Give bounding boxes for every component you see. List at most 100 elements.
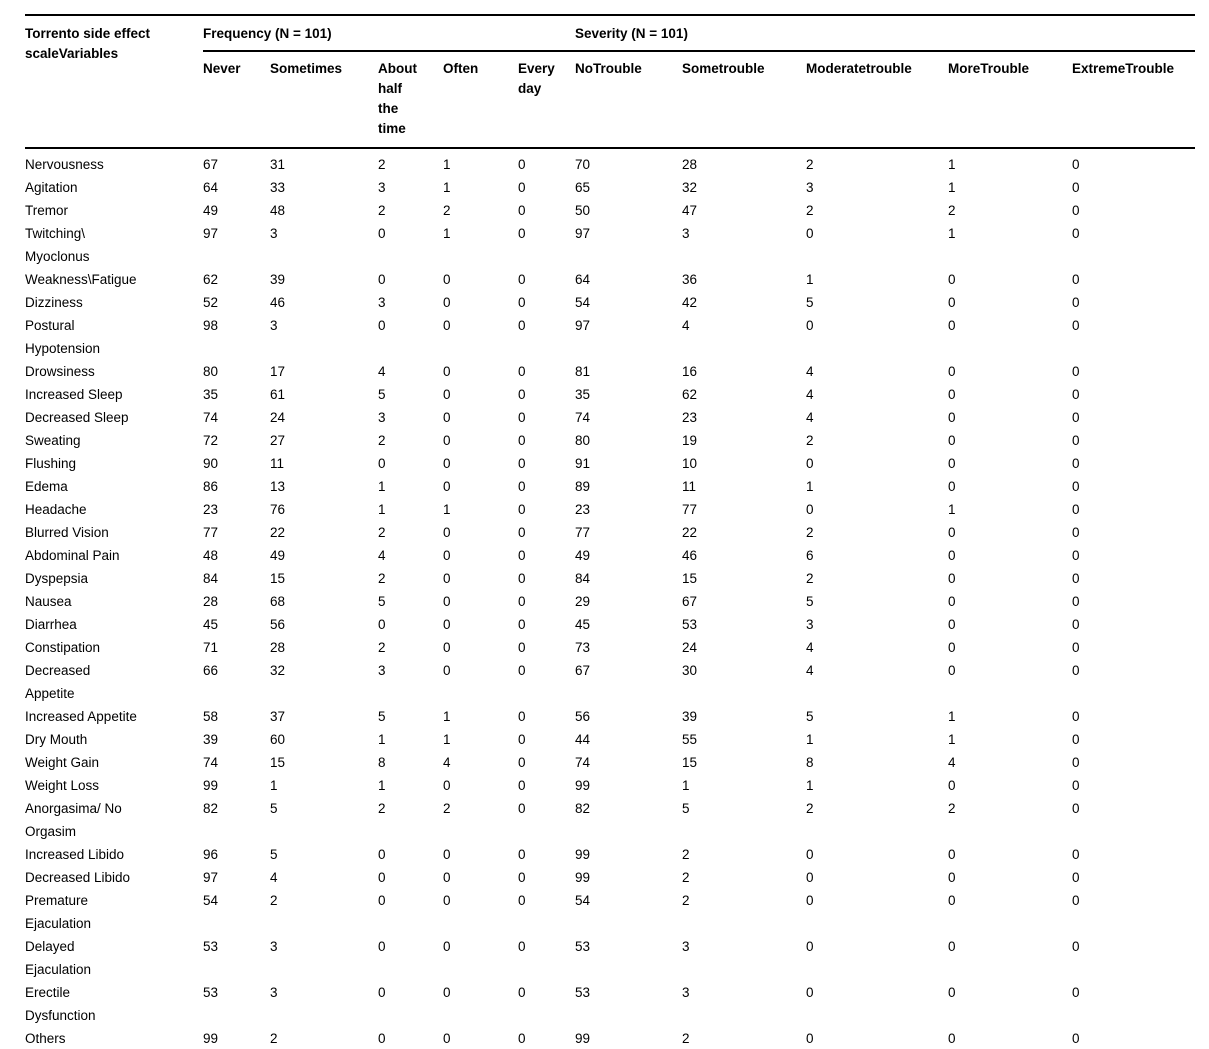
frequency-cell: 0 xyxy=(443,410,451,425)
frequency-cell: 0 xyxy=(518,548,526,563)
severity-cell: 1 xyxy=(948,502,956,517)
column-header-some-trouble: Sometrouble xyxy=(682,51,806,149)
frequency-cell: 0 xyxy=(518,226,526,241)
table-row: Constipation 71 28 2 0 0 73 24 4 0 0 xyxy=(25,636,1195,659)
frequency-cell: 0 xyxy=(518,180,526,195)
severity-cell: 77 xyxy=(682,502,698,517)
row-label: Weight Gain xyxy=(25,755,100,770)
table-row: Decreased Sleep 74 24 3 0 0 74 23 4 0 0 xyxy=(25,406,1195,429)
severity-cell: 47 xyxy=(682,203,698,218)
severity-cell: 0 xyxy=(1072,985,1080,1000)
frequency-cell: 0 xyxy=(518,364,526,379)
severity-cell: 0 xyxy=(1072,548,1080,563)
frequency-cell: 0 xyxy=(443,939,451,954)
frequency-cell: 0 xyxy=(443,778,451,793)
severity-cell: 0 xyxy=(1072,525,1080,540)
frequency-cell: 0 xyxy=(518,433,526,448)
table-body: Nervousness 67 31 2 1 0 70 28 2 1 0 Agitation 64 33 3 1… xyxy=(25,148,1195,1049)
frequency-cell: 3 xyxy=(270,318,278,333)
row-label: Flushing xyxy=(25,456,77,471)
table-header: Torrento side effect scaleVariables Freq… xyxy=(25,15,1196,149)
frequency-cell: 2 xyxy=(378,157,386,172)
frequency-cell: 0 xyxy=(518,387,526,402)
frequency-cell: 0 xyxy=(443,548,451,563)
frequency-cell: 0 xyxy=(443,1031,451,1046)
column-header-no-trouble: NoTrouble xyxy=(575,51,682,149)
frequency-cell: 3 xyxy=(270,985,278,1000)
severity-cell: 4 xyxy=(682,318,690,333)
frequency-cell: 39 xyxy=(203,732,219,747)
severity-cell: 0 xyxy=(806,1031,814,1046)
row-label: Agitation xyxy=(25,180,78,195)
frequency-cell: 0 xyxy=(443,479,451,494)
severity-cell: 54 xyxy=(575,295,591,310)
severity-cell: 0 xyxy=(948,847,956,862)
severity-cell: 0 xyxy=(948,410,956,425)
table-row: Weakness\Fatigue 62 39 0 0 0 64 36 1 0 0 xyxy=(25,268,1195,291)
row-label: Constipation xyxy=(25,640,101,655)
frequency-cell: 3 xyxy=(378,410,386,425)
frequency-cell: 53 xyxy=(203,939,219,954)
table-row: Diarrhea 45 56 0 0 0 45 53 3 0 0 xyxy=(25,613,1195,636)
frequency-cell: 1 xyxy=(443,226,451,241)
frequency-cell: 0 xyxy=(518,594,526,609)
severity-cell: 23 xyxy=(575,502,591,517)
frequency-cell: 1 xyxy=(443,732,451,747)
row-label: Tremor xyxy=(25,203,68,218)
severity-cell: 29 xyxy=(575,594,591,609)
frequency-cell: 5 xyxy=(270,801,278,816)
severity-cell: 0 xyxy=(1072,939,1080,954)
frequency-cell: 0 xyxy=(443,617,451,632)
frequency-cell: 0 xyxy=(378,456,386,471)
severity-cell: 2 xyxy=(682,1031,690,1046)
frequency-cell: 0 xyxy=(518,502,526,517)
frequency-cell: 4 xyxy=(378,364,386,379)
frequency-cell: 2 xyxy=(443,203,451,218)
group-header-row: Torrento side effect scaleVariables Freq… xyxy=(25,15,1196,149)
frequency-cell: 60 xyxy=(270,732,286,747)
severity-cell: 0 xyxy=(1072,226,1080,241)
severity-cell: 82 xyxy=(575,801,591,816)
frequency-cell: 0 xyxy=(443,847,451,862)
severity-cell: 0 xyxy=(948,939,956,954)
frequency-cell: 0 xyxy=(443,985,451,1000)
severity-cell: 2 xyxy=(806,525,814,540)
frequency-cell: 80 xyxy=(203,364,219,379)
severity-cell: 0 xyxy=(1072,801,1080,816)
frequency-cell: 0 xyxy=(518,939,526,954)
severity-cell: 3 xyxy=(682,939,690,954)
table-row: Increased Libido 96 5 0 0 0 99 2 0 0 0 xyxy=(25,843,1195,866)
frequency-cell: 76 xyxy=(270,502,286,517)
row-label: Increased Libido xyxy=(25,847,125,862)
severity-cell: 3 xyxy=(806,617,814,632)
frequency-cell: 27 xyxy=(270,433,286,448)
frequency-cell: 54 xyxy=(203,893,219,908)
severity-cell: 54 xyxy=(575,893,591,908)
frequency-cell: 0 xyxy=(378,985,386,1000)
frequency-cell: 28 xyxy=(203,594,219,609)
frequency-cell: 67 xyxy=(203,157,219,172)
frequency-cell: 1 xyxy=(378,502,386,517)
severity-cell: 97 xyxy=(575,226,591,241)
column-header-often: Often xyxy=(443,51,518,149)
frequency-cell: 98 xyxy=(203,318,219,333)
table-row: Premature Ejaculation 54 2 0 0 0 54 2 0 0 0 xyxy=(25,889,1195,935)
severity-cell: 15 xyxy=(682,571,698,586)
frequency-cell: 39 xyxy=(270,272,286,287)
row-label: Diarrhea xyxy=(25,617,77,632)
frequency-cell: 4 xyxy=(443,755,451,770)
table-row: Others 99 2 0 0 0 99 2 0 0 0 xyxy=(25,1027,1195,1049)
severity-cell: 0 xyxy=(1072,594,1080,609)
severity-cell: 1 xyxy=(806,778,814,793)
row-label: Weight Loss xyxy=(25,778,100,793)
frequency-cell: 0 xyxy=(443,594,451,609)
severity-cell: 0 xyxy=(1072,870,1080,885)
row-label: Abdominal Pain xyxy=(25,548,120,563)
row-label: Sweating xyxy=(25,433,81,448)
severity-cell: 50 xyxy=(575,203,591,218)
severity-cell: 0 xyxy=(1072,571,1080,586)
severity-cell: 0 xyxy=(948,617,956,632)
severity-cell: 46 xyxy=(682,548,698,563)
severity-cell: 0 xyxy=(948,870,956,885)
side-effect-table: Torrento side effect scaleVariables Freq… xyxy=(25,14,1196,1049)
